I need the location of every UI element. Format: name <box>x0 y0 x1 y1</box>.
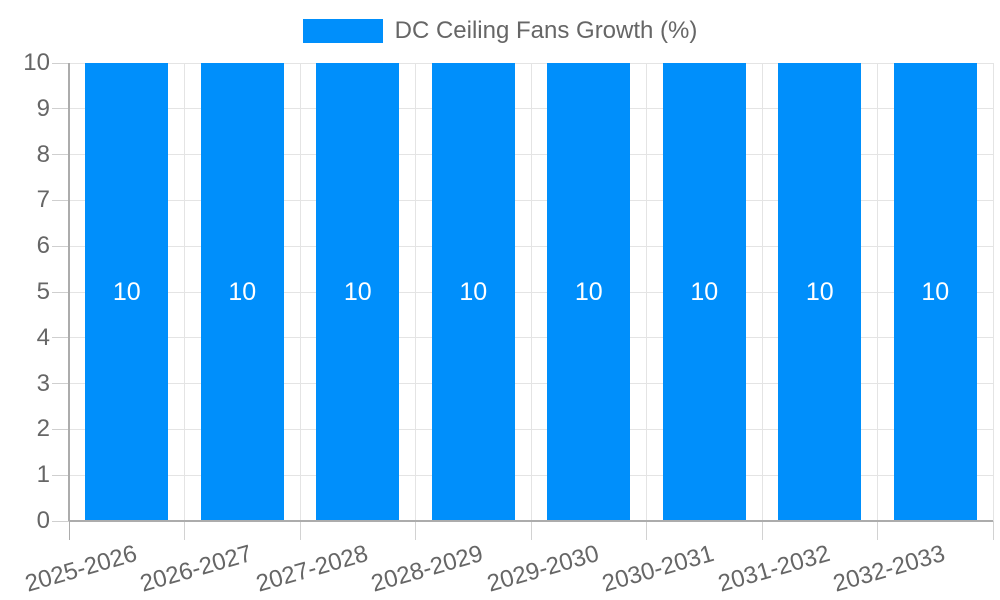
y-axis-tick-label: 0 <box>36 507 50 534</box>
y-axis-tick <box>52 154 69 156</box>
y-axis-tick <box>52 291 69 293</box>
bar[interactable]: 10 <box>547 63 631 521</box>
bar[interactable]: 10 <box>778 63 862 521</box>
bar[interactable]: 10 <box>431 63 515 521</box>
y-axis-tick-label: 2 <box>36 415 50 443</box>
x-axis-tick <box>415 521 416 540</box>
y-axis-tick <box>52 62 69 64</box>
y-axis-tick <box>52 108 69 110</box>
bar[interactable]: 10 <box>200 63 284 521</box>
y-axis-tick-label: 4 <box>36 323 50 351</box>
y-axis-tick <box>52 383 69 385</box>
bar-value-label: 10 <box>112 277 141 306</box>
x-axis-tick <box>992 521 994 540</box>
bar-value-label: 10 <box>805 277 834 306</box>
y-axis-tick-label: 7 <box>36 186 50 214</box>
x-axis-tick <box>68 521 70 540</box>
y-axis-tick <box>52 520 69 522</box>
x-axis-category-label: 2025-2026 <box>22 540 140 598</box>
x-axis-line <box>69 520 993 522</box>
y-axis-tick-label: 10 <box>23 49 50 76</box>
y-axis-tick <box>52 337 69 339</box>
bar[interactable]: 10 <box>316 63 400 521</box>
x-gridline <box>992 63 994 521</box>
x-gridline <box>646 63 647 521</box>
bar-value-label: 10 <box>690 277 719 306</box>
y-axis-tick <box>52 474 69 476</box>
bar-value-label: 10 <box>921 277 950 306</box>
bar-value-label: 10 <box>228 277 257 306</box>
x-gridline <box>761 63 763 521</box>
x-gridline <box>299 63 301 521</box>
x-axis-category-label: 2032-2033 <box>830 540 949 598</box>
x-axis-category-label: 2031-2032 <box>715 540 833 598</box>
x-axis-tick <box>761 521 763 540</box>
y-axis-tick <box>52 428 69 430</box>
y-axis-tick-label: 5 <box>36 278 50 305</box>
x-axis-tick <box>299 521 301 540</box>
x-gridline <box>184 63 185 521</box>
bar-value-label: 10 <box>574 277 603 306</box>
x-gridline <box>415 63 416 521</box>
x-axis-category-label: 2027-2028 <box>253 540 371 598</box>
y-axis-tick-label: 9 <box>36 94 50 122</box>
x-gridline <box>877 63 878 521</box>
x-axis-category-label: 2028-2029 <box>368 540 487 598</box>
x-axis-category-label: 2030-2031 <box>599 540 718 598</box>
x-axis-tick <box>877 521 878 540</box>
bar-value-label: 10 <box>459 277 488 306</box>
bar-value-label: 10 <box>343 277 372 306</box>
y-axis-tick-label: 1 <box>36 461 50 489</box>
legend-label: DC Ceiling Fans Growth (%) <box>394 17 698 44</box>
x-axis-tick <box>184 521 185 540</box>
legend-swatch-icon <box>302 19 383 43</box>
y-axis-tick-label: 3 <box>36 369 50 397</box>
chart-legend: DC Ceiling Fans Growth (%) <box>0 14 1000 48</box>
y-axis-tick-label: 6 <box>36 232 50 260</box>
y-axis-tick-label: 8 <box>36 140 50 168</box>
x-gridline <box>530 63 532 521</box>
x-axis-tick <box>530 521 532 540</box>
bar[interactable]: 10 <box>893 63 977 521</box>
bar[interactable]: 10 <box>662 63 746 521</box>
x-axis-category-label: 2026-2027 <box>137 540 256 598</box>
legend-item-dc-ceiling-fans-growth[interactable]: DC Ceiling Fans Growth (%) <box>302 17 698 45</box>
bar[interactable]: 10 <box>85 63 169 521</box>
y-axis-tick <box>52 245 69 247</box>
x-axis-category-label: 2029-2030 <box>484 540 602 598</box>
y-axis-line <box>68 63 70 521</box>
y-axis-tick <box>52 199 69 201</box>
x-axis-tick <box>646 521 647 540</box>
